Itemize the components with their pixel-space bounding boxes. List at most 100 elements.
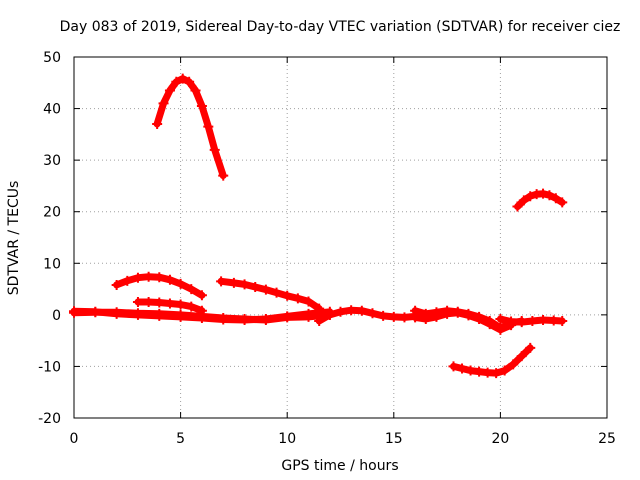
data-point [495, 313, 506, 324]
data-point [239, 315, 250, 326]
data-point [499, 365, 510, 376]
data-point [111, 308, 122, 319]
data-point [154, 297, 165, 308]
data-point [271, 287, 282, 298]
data-point [420, 313, 431, 324]
data-point [177, 73, 188, 84]
data-point [557, 197, 568, 208]
data-point [164, 274, 175, 285]
data-point [367, 308, 378, 319]
data-point [175, 278, 186, 289]
series-arc-peak-46 [152, 73, 229, 181]
series-tail-flat [495, 313, 568, 328]
x-tick-label: 0 [70, 431, 79, 447]
x-tick-label: 10 [278, 431, 296, 447]
data-point [260, 313, 271, 324]
data-point [218, 314, 229, 325]
data-point [196, 290, 207, 301]
data-point [260, 284, 271, 295]
series-arc-low-2 [132, 296, 207, 316]
data-point [175, 311, 186, 322]
data-point [512, 201, 523, 212]
series-arc-peak-7 [111, 271, 207, 301]
chart-title: Day 083 of 2019, Sidereal Day-to-day VTE… [60, 19, 621, 35]
data-point [228, 277, 239, 288]
data-point [324, 309, 335, 320]
data-point [484, 319, 495, 330]
data-point [143, 296, 154, 307]
plot-frame [73, 56, 608, 419]
y-tick-label: 40 [43, 102, 61, 118]
x-axis-label: GPS time / hours [281, 458, 398, 474]
data-point [218, 170, 229, 181]
data-point [525, 191, 536, 202]
y-tick-label: -20 [38, 411, 61, 427]
data-point [491, 368, 502, 379]
x-tick-label: 25 [598, 431, 616, 447]
data-point [111, 279, 122, 290]
data-point [356, 305, 367, 316]
y-tick-label: 20 [43, 205, 61, 221]
data-point [410, 312, 421, 323]
y-axis-label: SDTVAR / TECUs [6, 181, 22, 296]
series-baseline-b [69, 306, 335, 326]
y-tick-label: 0 [52, 308, 61, 324]
y-tick-label: 10 [43, 256, 61, 272]
data-point [250, 282, 261, 293]
series-arc-trough-11 [448, 342, 536, 379]
data-point [239, 279, 250, 290]
data-point [175, 299, 186, 310]
data-point [442, 308, 453, 319]
data-point [557, 316, 568, 327]
y-tick-label: 30 [43, 153, 61, 169]
data-point [203, 121, 214, 132]
data-point [171, 76, 182, 87]
series-line [217, 277, 323, 313]
y-tick-label: 50 [43, 50, 61, 66]
data-point [196, 312, 207, 323]
series-arc-peak-23 [512, 188, 568, 212]
data-point [314, 316, 325, 327]
data-point [465, 365, 476, 376]
data-point [292, 293, 303, 304]
data-point [508, 359, 519, 370]
data-point [431, 311, 442, 322]
data-point [346, 305, 357, 316]
data-point [122, 275, 133, 286]
data-point [158, 98, 169, 109]
data-point [132, 272, 143, 283]
data-point [132, 296, 143, 307]
x-tick-label: 15 [385, 431, 403, 447]
data-point [474, 313, 485, 324]
series-arc-decline-6 [216, 276, 325, 314]
data-point [303, 296, 314, 307]
data-point [184, 76, 195, 87]
axis-ticks: 0 5 10 15 20 25 -20 -10 0 10 20 30 40 50 [38, 50, 616, 447]
data-point [282, 290, 293, 301]
data-point [474, 366, 485, 377]
data-point [143, 271, 154, 282]
data-point [303, 308, 314, 319]
grid-lines [74, 57, 607, 418]
data-point [378, 310, 389, 321]
data-point [190, 85, 201, 96]
data-point [516, 317, 527, 328]
data-marks [69, 73, 568, 379]
data-point [90, 306, 101, 317]
data-point [186, 284, 197, 295]
data-point [516, 351, 527, 362]
data-point [538, 188, 549, 199]
data-point [548, 315, 559, 326]
data-point [132, 309, 143, 320]
data-point [463, 310, 474, 321]
data-point [154, 272, 165, 283]
data-point [335, 306, 346, 317]
data-point [186, 301, 197, 312]
data-point [527, 316, 538, 327]
data-point [482, 367, 493, 378]
data-point [538, 315, 549, 326]
data-point [209, 144, 220, 155]
data-point [196, 100, 207, 111]
data-point [154, 310, 165, 321]
